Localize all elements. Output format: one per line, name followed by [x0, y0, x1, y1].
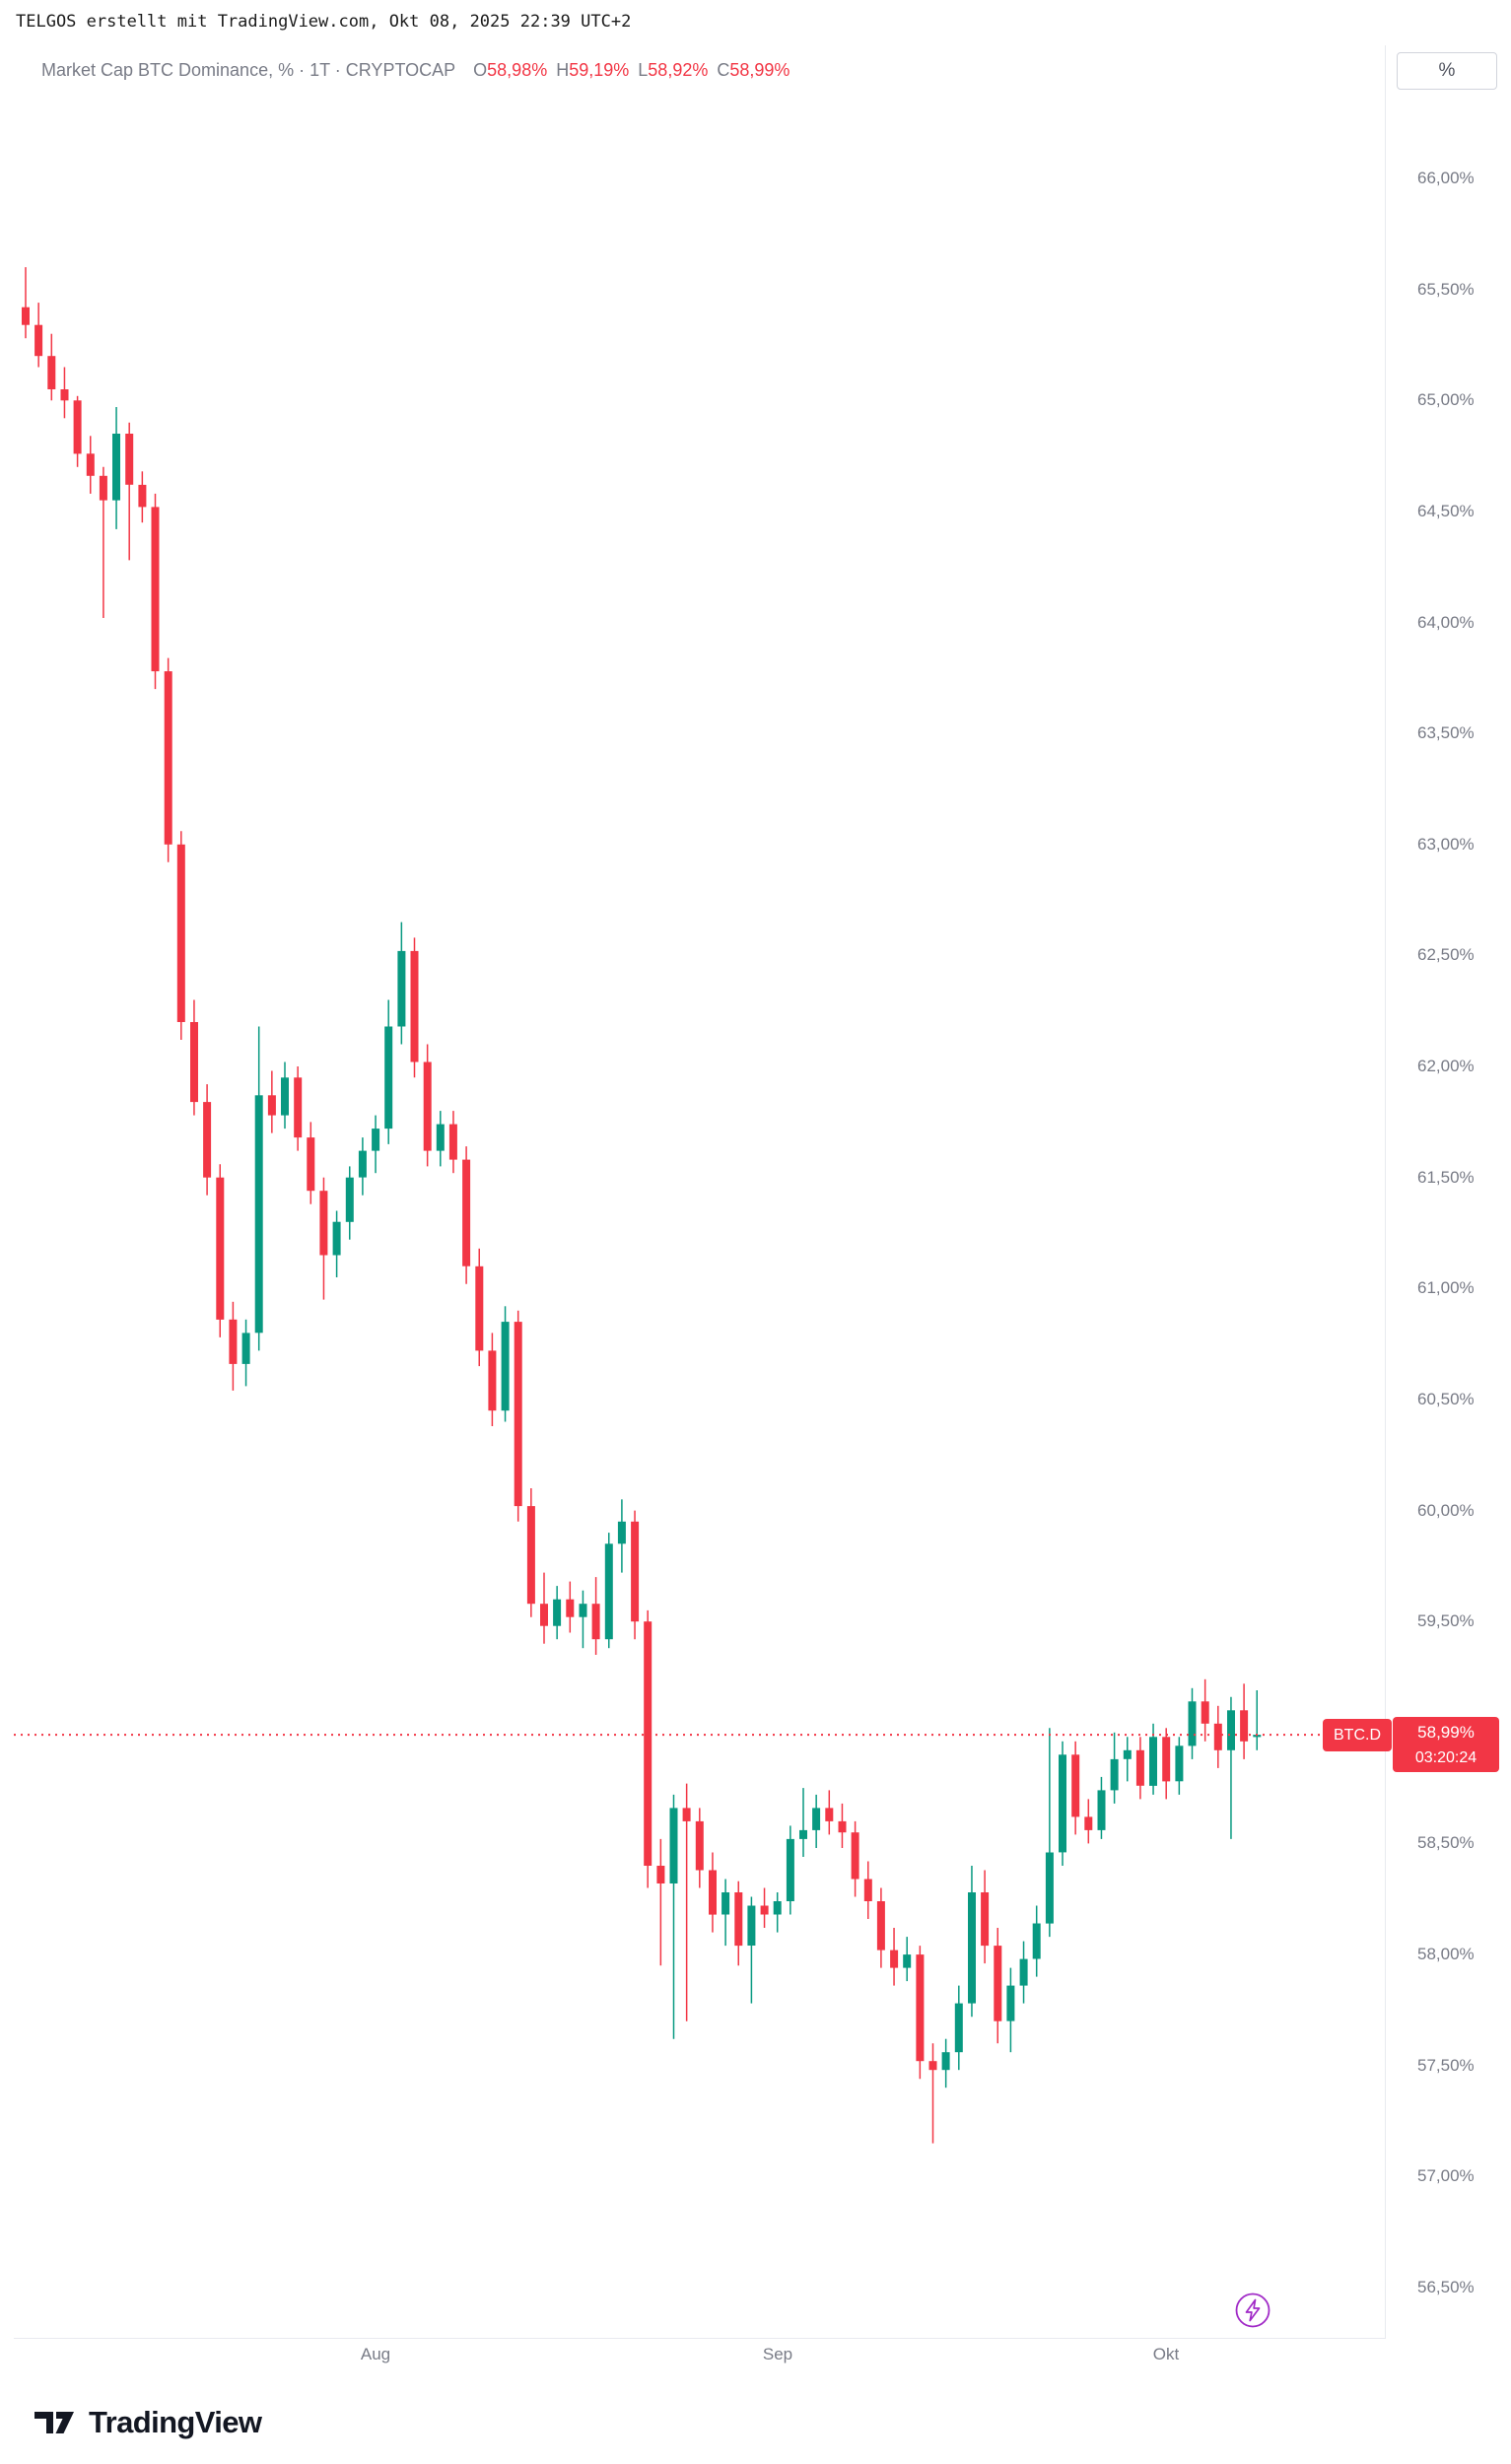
- price-line-value-box: 58,99% 03:20:24: [1393, 1717, 1499, 1772]
- price-tick-label: 63,50%: [1417, 723, 1475, 742]
- time-axis-label: Sep: [762, 2345, 793, 2363]
- ohlc-high: H59,19%: [556, 60, 630, 80]
- symbol-title[interactable]: Market Cap BTC Dominance, % · 1T · CRYPT…: [41, 60, 456, 80]
- price-tick-label: 61,50%: [1417, 1168, 1475, 1187]
- price-tick-label: 62,50%: [1417, 945, 1475, 964]
- percent-unit-button[interactable]: %: [1397, 52, 1497, 90]
- price-tick-label: 64,00%: [1417, 613, 1475, 632]
- chart-pane[interactable]: [14, 45, 1385, 2338]
- price-line-price: 58,99%: [1417, 1723, 1475, 1742]
- ohlc-low: L58,92%: [638, 60, 709, 80]
- price-tick-label: 65,00%: [1417, 390, 1475, 409]
- price-tick-label: 63,00%: [1417, 835, 1475, 854]
- price-axis-separator: [1385, 45, 1386, 2339]
- candlestick-series: [22, 267, 1262, 2144]
- price-tick-label: 60,50%: [1417, 1390, 1475, 1408]
- time-axis-label: Okt: [1152, 2345, 1180, 2363]
- ohlc-open: O58,98%: [473, 60, 548, 80]
- price-line-countdown: 03:20:24: [1414, 1749, 1477, 1766]
- time-axis-separator: [14, 2338, 1386, 2339]
- ohlc-close: C58,99%: [717, 60, 790, 80]
- price-tick-label: 59,50%: [1417, 1611, 1475, 1630]
- price-tick-label: 61,00%: [1417, 1278, 1475, 1297]
- price-tick-label: 56,50%: [1417, 2278, 1475, 2296]
- tradingview-logo[interactable]: TradingView: [30, 2403, 262, 2442]
- price-tick-label: 64,50%: [1417, 502, 1475, 520]
- price-tick-label: 58,00%: [1417, 1945, 1475, 1963]
- attribution-text: TELGOS erstellt mit TradingView.com, Okt…: [16, 12, 632, 32]
- price-tick-label: 65,50%: [1417, 280, 1475, 299]
- tradingview-logo-text: TradingView: [89, 2405, 262, 2439]
- price-tick-label: 57,50%: [1417, 2056, 1475, 2075]
- price-tick-label: 58,50%: [1417, 1833, 1475, 1852]
- chart-legend: Market Cap BTC Dominance, % · 1T · CRYPT…: [41, 57, 798, 83]
- boost-button[interactable]: [1234, 2292, 1271, 2329]
- lightning-bolt-icon: [1235, 2293, 1271, 2328]
- tradingview-logo-icon: [34, 2412, 74, 2433]
- price-tick-label: 66,00%: [1417, 169, 1475, 187]
- price-tick-label: 60,00%: [1417, 1501, 1475, 1520]
- price-tick-label: 62,00%: [1417, 1057, 1475, 1075]
- time-axis-label: Aug: [360, 2345, 391, 2363]
- price-line-symbol-badge: BTC.D: [1323, 1719, 1392, 1751]
- price-tick-label: 57,00%: [1417, 2166, 1475, 2185]
